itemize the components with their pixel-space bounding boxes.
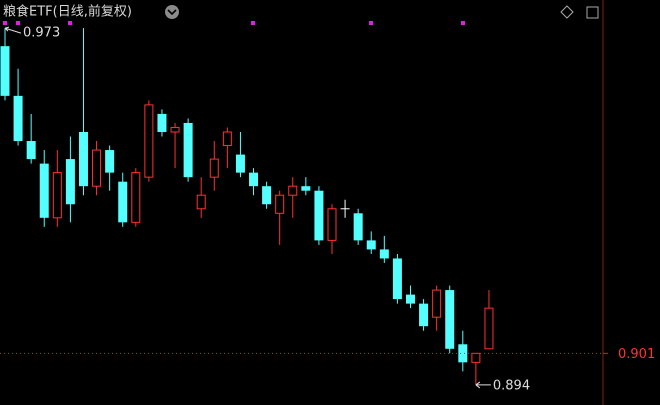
candle-body xyxy=(235,154,245,173)
candle-body xyxy=(301,186,311,191)
candle-body xyxy=(131,172,141,223)
square-icon[interactable] xyxy=(586,6,599,19)
candle-body xyxy=(170,126,180,133)
signal-dots xyxy=(3,21,465,25)
candle-body xyxy=(392,258,402,300)
candle-body xyxy=(379,249,389,259)
candle-body xyxy=(445,290,455,349)
candle-body xyxy=(0,46,10,96)
min-label: 0.894 xyxy=(493,378,530,393)
diamond-icon[interactable] xyxy=(560,5,574,19)
candle-body xyxy=(432,289,442,318)
candle-body xyxy=(196,194,206,210)
candle-body xyxy=(222,131,232,147)
candle-body xyxy=(471,352,481,363)
candle-body xyxy=(39,163,49,218)
candle-body xyxy=(183,122,193,178)
candle-body xyxy=(26,141,36,160)
chart-title: 粮食ETF(日线,前复权) xyxy=(3,4,132,20)
candle-body xyxy=(275,194,285,214)
candle-body xyxy=(92,149,102,187)
candle-body xyxy=(353,213,363,241)
min-arrow xyxy=(475,381,491,389)
candle-body xyxy=(13,95,23,142)
candle-body xyxy=(118,181,128,223)
candle-body xyxy=(484,307,494,350)
candle-body xyxy=(327,208,337,241)
candle-body xyxy=(52,172,62,219)
candle-body xyxy=(419,303,429,327)
candle-body xyxy=(366,240,376,250)
candle-body xyxy=(262,186,272,205)
candle-body xyxy=(65,159,75,205)
candle-body xyxy=(144,104,154,178)
candle-body xyxy=(314,190,324,241)
max-label: 0.973 xyxy=(23,26,60,41)
max-arrow xyxy=(4,26,22,34)
candle-body xyxy=(249,172,259,187)
candle-body xyxy=(288,185,298,196)
candle-body xyxy=(157,113,167,132)
dropdown-icon[interactable] xyxy=(165,5,179,19)
candle-body xyxy=(105,150,115,173)
candle-body xyxy=(209,158,219,178)
candle-body xyxy=(405,294,415,304)
last-price-label: 0.901 xyxy=(618,347,655,362)
candle-body xyxy=(78,131,88,187)
candle-body xyxy=(458,344,468,363)
